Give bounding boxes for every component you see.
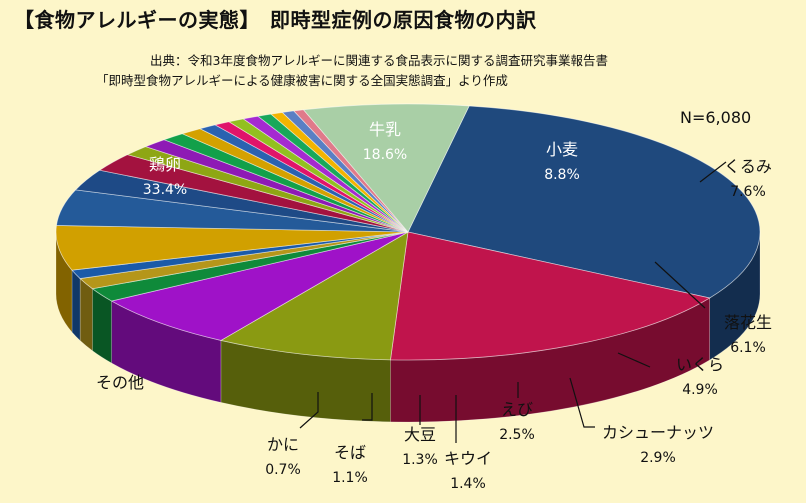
slice-鶏卵-value-label: 33.4% bbox=[143, 182, 187, 198]
slice-その他 bbox=[302, 103, 470, 233]
slice-えび-value-label: 2.5% bbox=[499, 427, 535, 443]
slice-牛乳-value-label: 18.6% bbox=[363, 147, 407, 163]
slice-小麦-value-label: 8.8% bbox=[544, 167, 580, 183]
title-main: 【食物アレルギーの実態】 bbox=[14, 8, 260, 32]
slice-いくら-leader-line bbox=[617, 352, 651, 368]
slice-くるみ-name-label: くるみ bbox=[724, 157, 772, 176]
slice-その他-name-label: その他 bbox=[96, 373, 144, 392]
slice-キウイ-name-label: キウイ bbox=[444, 449, 492, 468]
slice-そば-leader-line bbox=[362, 393, 373, 421]
source-line-2: 「即時型食物アレルギーによる健康被害に関する全国実態調査」より作成 bbox=[96, 73, 508, 88]
source-line-1: 出典：令和3年度食物アレルギーに関連する食品表示に関する調査研究事業報告書 bbox=[150, 53, 608, 68]
slice-そば-name-label: そば bbox=[334, 443, 366, 462]
slice-カシューナッツ-value-label: 2.9% bbox=[640, 450, 676, 466]
slice-そば-value-label: 1.1% bbox=[332, 470, 368, 486]
slice-キウイ-value-label: 1.4% bbox=[450, 476, 486, 492]
slice-minor-5-side bbox=[79, 277, 93, 352]
slice-くるみ-value-label: 7.6% bbox=[730, 184, 766, 200]
slice-いくら-value-label: 4.9% bbox=[682, 382, 718, 398]
slice-落花生-name-label: 落花生 bbox=[724, 313, 772, 332]
slice-くるみ bbox=[110, 231, 409, 341]
slice-かに-name-label: かに bbox=[267, 435, 299, 454]
slice-くるみ-leader-line bbox=[699, 161, 727, 183]
slice-いくら-name-label: いくら bbox=[676, 355, 724, 374]
slice-鶏卵-name-label: 鶏卵 bbox=[149, 155, 181, 174]
slice-かに-value-label: 0.7% bbox=[265, 462, 301, 478]
slice-落花生-leader-line bbox=[654, 261, 706, 309]
slice-カシューナッツ-name-label: カシューナッツ bbox=[602, 423, 714, 442]
slice-大豆-value-label: 1.3% bbox=[402, 452, 438, 468]
slice-minor-6-side bbox=[71, 269, 81, 342]
slice-かに-leader-line bbox=[299, 392, 319, 429]
slice-えび-name-label: えび bbox=[501, 400, 533, 419]
slice-牛乳-name-label: 牛乳 bbox=[369, 120, 401, 139]
slice-牛乳 bbox=[390, 231, 711, 361]
slice-小麦-name-label: 小麦 bbox=[546, 140, 578, 159]
slice-カシューナッツ-leader-line bbox=[569, 377, 595, 428]
slice-落花生-value-label: 6.1% bbox=[730, 340, 766, 356]
title-sub: 即時型症例の原因食物の内訳 bbox=[270, 8, 537, 32]
total-count: N=6,080 bbox=[680, 108, 752, 127]
slice-鶏卵 bbox=[407, 105, 761, 299]
chart-title: 【食物アレルギーの実態】 即時型症例の原因食物の内訳 bbox=[14, 4, 537, 33]
slice-minor-4-side bbox=[92, 288, 112, 364]
slice-大豆-name-label: 大豆 bbox=[404, 425, 436, 444]
slice-小麦 bbox=[219, 231, 409, 361]
